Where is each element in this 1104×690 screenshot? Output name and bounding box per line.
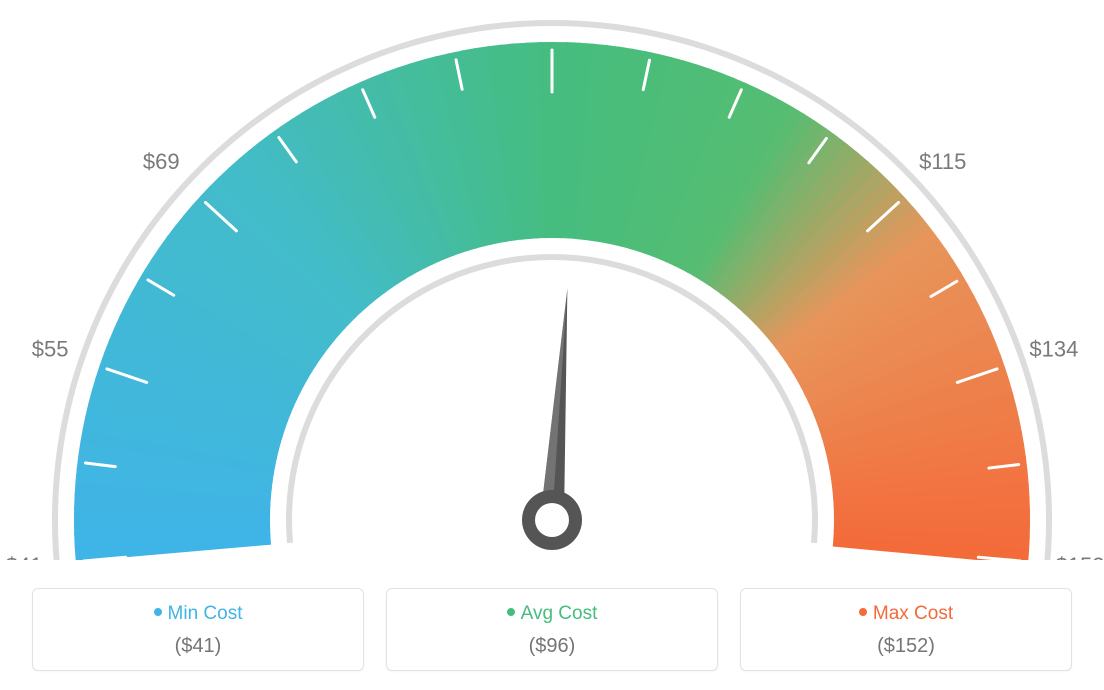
svg-text:$152: $152 — [1056, 553, 1104, 560]
dot-icon — [859, 608, 867, 616]
legend-card-avg: Avg Cost ($96) — [386, 588, 718, 671]
legend-value-min: ($41) — [43, 635, 353, 658]
dot-icon — [507, 608, 515, 616]
legend-title-label: Max Cost — [873, 603, 953, 624]
legend-row: Min Cost ($41) Avg Cost ($96) Max Cost (… — [32, 588, 1072, 671]
legend-title-label: Avg Cost — [521, 603, 598, 624]
svg-text:$134: $134 — [1029, 337, 1078, 362]
legend-value-avg: ($96) — [397, 635, 707, 658]
legend-card-max: Max Cost ($152) — [740, 588, 1072, 671]
svg-text:$55: $55 — [32, 337, 69, 362]
svg-text:$41: $41 — [6, 553, 43, 560]
legend-value-max: ($152) — [751, 635, 1061, 658]
svg-text:$69: $69 — [143, 149, 180, 174]
cost-gauge: $41 $55 $69 $96 $115 $134 $152 — [0, 0, 1104, 560]
dot-icon — [154, 608, 162, 616]
legend-title-avg: Avg Cost — [397, 603, 707, 625]
legend-title-max: Max Cost — [751, 603, 1061, 625]
svg-text:$96: $96 — [534, 0, 571, 2]
svg-text:$115: $115 — [919, 149, 966, 174]
legend-title-label: Min Cost — [168, 603, 243, 624]
legend-card-min: Min Cost ($41) — [32, 588, 364, 671]
legend-title-min: Min Cost — [43, 603, 353, 625]
